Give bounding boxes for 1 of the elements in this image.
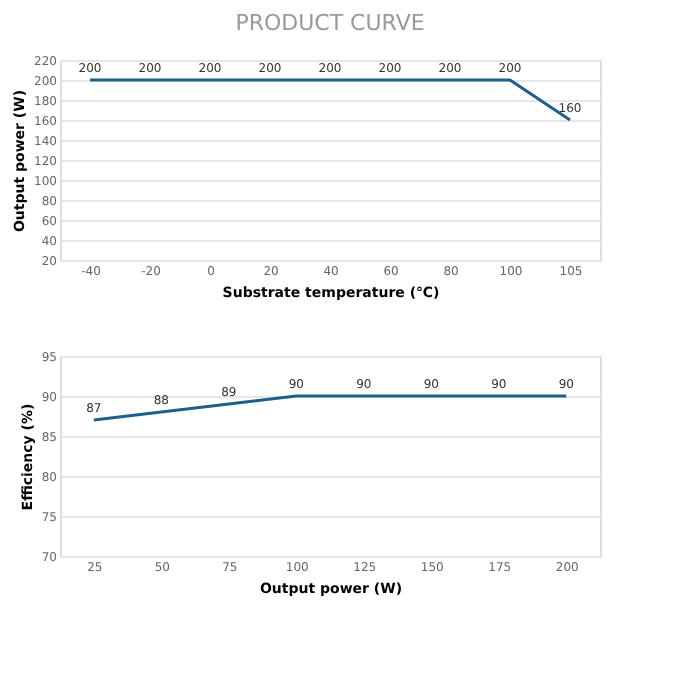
chart-title: PRODUCT CURVE	[235, 10, 425, 36]
